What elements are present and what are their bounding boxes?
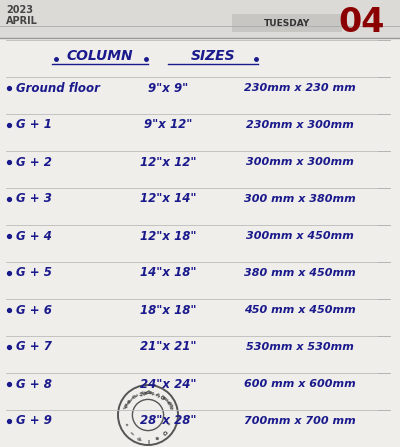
Text: e: e	[126, 397, 132, 403]
Text: APRIL: APRIL	[6, 16, 38, 26]
Bar	[0, 0, 400, 38]
Text: 380 mm x 450mm: 380 mm x 450mm	[244, 268, 356, 278]
Text: &: &	[154, 390, 161, 396]
Text: TUESDAY: TUESDAY	[264, 18, 310, 28]
Text: e: e	[161, 394, 167, 400]
Text: i: i	[128, 429, 133, 434]
Text: G + 7: G + 7	[16, 341, 52, 354]
Text: *: *	[168, 421, 173, 426]
Text: 28"x 28": 28"x 28"	[140, 414, 196, 427]
Text: s: s	[151, 389, 155, 394]
Text: D: D	[162, 428, 169, 435]
Text: a: a	[144, 388, 148, 394]
Text: 9"x 9": 9"x 9"	[148, 81, 188, 94]
Text: G + 1: G + 1	[16, 118, 52, 131]
Text: G + 8: G + 8	[16, 378, 52, 391]
Text: e: e	[148, 388, 152, 394]
Text: o: o	[131, 392, 137, 398]
Text: COLUMN: COLUMN	[67, 49, 133, 63]
Text: 300mm x 300mm: 300mm x 300mm	[246, 157, 354, 167]
Text: s: s	[162, 396, 168, 401]
Text: 2023: 2023	[6, 5, 33, 15]
Text: G + 5: G + 5	[16, 266, 52, 279]
Text: t: t	[125, 400, 130, 405]
Text: 12"x 18": 12"x 18"	[140, 229, 196, 243]
Text: 9"x 12": 9"x 12"	[144, 118, 192, 131]
Text: e: e	[155, 434, 160, 440]
Text: *: *	[123, 421, 128, 426]
Text: 530mm x 530mm: 530mm x 530mm	[246, 342, 354, 352]
Text: n: n	[123, 402, 130, 407]
Text: 230mm x 300mm: 230mm x 300mm	[246, 120, 354, 130]
Text: 450 mm x 450mm: 450 mm x 450mm	[244, 305, 356, 315]
Text: s: s	[168, 405, 174, 409]
Text: 12"x 14": 12"x 14"	[140, 193, 196, 206]
Text: g: g	[165, 399, 172, 405]
Text: I: I	[123, 405, 128, 409]
Text: G + 4: G + 4	[16, 229, 52, 243]
Text: G + 9: G + 9	[16, 414, 52, 427]
Text: 04: 04	[339, 5, 385, 38]
Text: 14"x 18": 14"x 18"	[140, 266, 196, 279]
Text: i: i	[164, 398, 170, 403]
Text: r: r	[128, 396, 133, 401]
Text: n: n	[166, 402, 173, 407]
Text: 230mm x 230 mm: 230mm x 230 mm	[244, 83, 356, 93]
Text: 21"x 21": 21"x 21"	[140, 341, 196, 354]
Text: p: p	[146, 388, 150, 393]
Text: 18"x 18": 18"x 18"	[140, 304, 196, 316]
Text: l: l	[147, 437, 149, 442]
Text: h: h	[136, 434, 141, 440]
Text: 700mm x 700 mm: 700mm x 700 mm	[244, 416, 356, 426]
Text: G + 2: G + 2	[16, 156, 52, 169]
Text: G + 3: G + 3	[16, 193, 52, 206]
Text: h: h	[141, 388, 146, 394]
Text: 300mm x 450mm: 300mm x 450mm	[246, 231, 354, 241]
Bar	[232, 14, 342, 32]
Text: G + 6: G + 6	[16, 304, 52, 316]
Text: S: S	[138, 389, 144, 395]
Text: 12"x 12": 12"x 12"	[140, 156, 196, 169]
Text: i: i	[130, 394, 135, 399]
Text: 300 mm x 380mm: 300 mm x 380mm	[244, 194, 356, 204]
Text: r: r	[134, 391, 139, 397]
Text: Ground floor: Ground floor	[16, 81, 100, 94]
Text: D: D	[158, 392, 165, 399]
Text: 600 mm x 600mm: 600 mm x 600mm	[244, 379, 356, 389]
Text: 24"x 24": 24"x 24"	[140, 378, 196, 391]
Text: SIZES: SIZES	[191, 49, 235, 63]
